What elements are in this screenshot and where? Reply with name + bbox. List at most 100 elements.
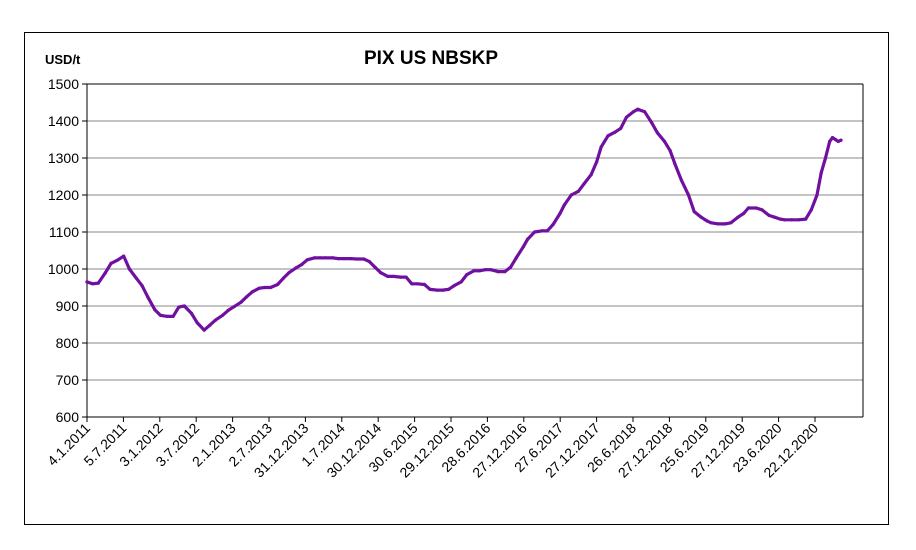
data-point <box>709 221 713 225</box>
y-axis-unit-label: USD/t <box>45 52 81 67</box>
data-point <box>391 274 395 278</box>
data-point <box>195 321 199 325</box>
chart-title: PIX US NBSKP <box>364 48 498 69</box>
data-point <box>103 271 107 275</box>
data-point <box>226 308 230 312</box>
data-point <box>819 171 823 175</box>
data-point <box>422 282 427 287</box>
data-point <box>716 222 720 226</box>
data-point <box>760 208 764 212</box>
data-point <box>134 276 138 280</box>
data-point <box>595 160 599 164</box>
data-point <box>213 318 218 322</box>
data-point <box>373 265 377 269</box>
data-point <box>599 145 603 149</box>
data-point <box>146 295 150 299</box>
grid-lines <box>87 83 863 418</box>
data-point <box>379 271 383 275</box>
data-point <box>459 280 463 284</box>
data-point <box>158 313 162 317</box>
data-point <box>790 218 794 222</box>
data-point <box>318 256 322 260</box>
data-point <box>483 268 487 272</box>
data-point <box>428 287 432 291</box>
data-point <box>736 215 740 219</box>
axes <box>82 83 864 422</box>
y-tick-label: 1200 <box>48 187 79 203</box>
data-point <box>828 139 832 143</box>
line-chart: PIX US NBSKP USD/t 600 700 800 900 1000 1100 1… <box>44 48 864 481</box>
data-point <box>699 215 703 219</box>
data-point <box>96 281 100 285</box>
data-point <box>754 206 758 210</box>
data-point <box>367 260 371 264</box>
data-point <box>525 237 530 241</box>
data-point <box>804 217 808 221</box>
data-point <box>435 288 439 292</box>
data-point <box>312 256 316 260</box>
data-point <box>415 282 419 286</box>
data-point <box>472 269 476 273</box>
data-point <box>551 223 555 227</box>
data-point <box>446 287 451 291</box>
data-point <box>778 217 782 221</box>
data-point <box>398 275 403 279</box>
data-point <box>742 211 746 216</box>
data-point <box>797 218 801 222</box>
data-point <box>562 203 566 207</box>
data-point <box>171 314 175 318</box>
y-tick-label: 1300 <box>48 150 79 166</box>
data-point <box>533 230 537 234</box>
data-point <box>300 263 304 267</box>
y-axis-tick-labels: 600 700 800 900 1000 1100 1200 1300 1400 1500 <box>48 76 79 425</box>
data-point <box>281 276 285 280</box>
data-point <box>773 215 777 219</box>
data-point <box>221 313 225 317</box>
y-tick-label: 800 <box>56 335 80 351</box>
data-point <box>441 288 445 292</box>
data-point <box>643 110 647 114</box>
data-point <box>723 222 727 226</box>
data-point <box>127 267 131 271</box>
data-point <box>263 285 267 290</box>
data-point <box>182 304 186 308</box>
data-point <box>294 266 298 270</box>
series-group <box>85 107 843 332</box>
data-point <box>655 131 660 135</box>
data-point <box>545 229 549 233</box>
data-point <box>410 282 414 286</box>
data-point <box>287 271 291 275</box>
data-point <box>140 284 144 288</box>
data-point <box>116 258 120 262</box>
data-point <box>269 285 273 290</box>
data-point <box>686 193 691 197</box>
data-point <box>509 265 513 269</box>
data-point <box>477 269 482 273</box>
data-point <box>782 218 787 222</box>
data-point <box>503 270 507 274</box>
data-point <box>767 213 771 217</box>
data-point <box>830 136 835 140</box>
y-tick-label: 700 <box>56 372 80 388</box>
y-tick-label: 1400 <box>48 113 79 129</box>
data-point <box>836 139 840 143</box>
data-point <box>496 270 500 274</box>
data-point <box>362 257 366 261</box>
data-point <box>153 308 157 312</box>
data-point <box>662 139 667 143</box>
data-point <box>189 311 194 315</box>
data-point <box>122 254 126 258</box>
data-point <box>576 189 581 193</box>
data-point <box>589 173 593 177</box>
data-point <box>336 257 340 261</box>
data-point <box>208 323 212 327</box>
data-point <box>668 149 672 153</box>
data-point <box>489 268 493 272</box>
data-point <box>631 110 636 114</box>
data-point <box>331 256 335 260</box>
data-point <box>619 126 623 130</box>
data-point <box>636 107 640 111</box>
data-point <box>815 193 819 197</box>
data-point <box>404 275 408 279</box>
data-point <box>245 295 249 299</box>
